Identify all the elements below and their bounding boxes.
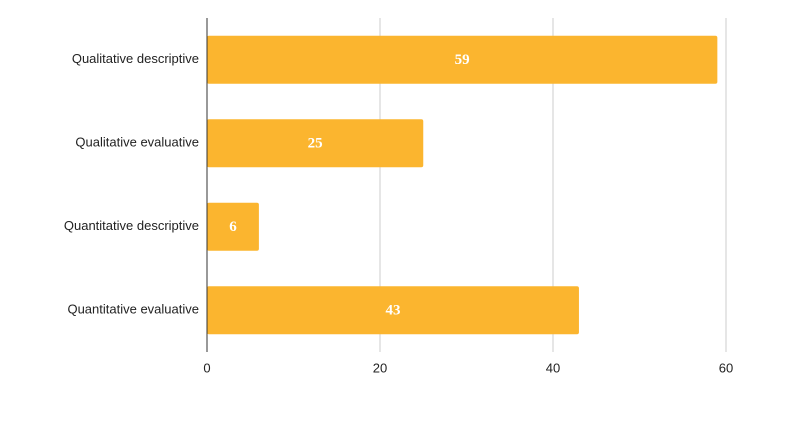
bar [207, 35, 718, 84]
bar [207, 286, 579, 335]
y-tick-label: Qualitative descriptive [72, 51, 199, 66]
x-tick-label: 20 [373, 360, 387, 375]
y-tick-label: Qualitative evaluative [75, 135, 199, 150]
value-label: 43 [385, 303, 400, 319]
value-label: 6 [229, 219, 237, 235]
x-tick-label: 60 [719, 360, 733, 375]
y-tick-label: Quantitative evaluative [67, 302, 199, 317]
x-tick-label: 40 [546, 360, 560, 375]
bar [207, 119, 424, 168]
x-tick-label: 0 [203, 360, 210, 375]
value-label: 25 [308, 136, 323, 152]
y-tick-label: Quantitative descriptive [64, 218, 199, 233]
bar [207, 202, 259, 251]
value-label: 59 [455, 52, 470, 68]
